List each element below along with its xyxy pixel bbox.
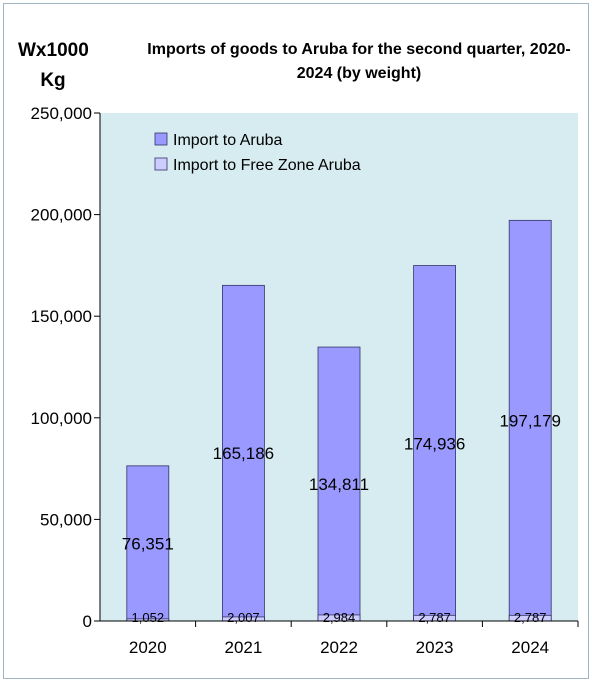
- bar-import-to-aruba: [508, 219, 552, 622]
- data-label-import-to-free-zone: 2,787: [514, 610, 547, 625]
- data-label-import-to-free-zone: 1,052: [132, 610, 165, 625]
- data-label-import-to-aruba: 134,811: [309, 475, 369, 494]
- legend-swatch: [154, 157, 168, 171]
- data-label-import-to-free-zone: 2,007: [227, 610, 260, 625]
- data-label-import-to-aruba: 76,351: [122, 534, 174, 553]
- legend-swatch: [154, 132, 168, 146]
- legend: Import to Aruba Import to Free Zone Aruba: [154, 132, 361, 174]
- x-tick-label: 2024: [511, 638, 549, 657]
- data-label-import-to-aruba: 197,179: [499, 412, 560, 431]
- bar-import-to-aruba: [126, 465, 170, 622]
- y-axis-label: Wx1000 Kg: [18, 40, 89, 91]
- y-tick-label: 150,000: [31, 307, 92, 326]
- legend-label: Import to Aruba: [173, 132, 282, 149]
- x-tick-label: 2021: [224, 638, 262, 657]
- y-tick-label: 50,000: [40, 510, 92, 529]
- bar-import-to-aruba: [221, 284, 265, 622]
- x-tick-label: 2022: [320, 638, 358, 657]
- data-label-import-to-aruba: 174,936: [404, 434, 465, 453]
- chart-title: Imports of goods to Aruba for the second…: [147, 41, 571, 82]
- data-label-import-to-free-zone: 2,787: [418, 610, 451, 625]
- y-tick-label: 250,000: [31, 104, 92, 123]
- data-label-import-to-aruba: 165,186: [213, 444, 274, 463]
- y-tick-label: 200,000: [31, 206, 92, 225]
- legend-label: Import to Free Zone Aruba: [173, 157, 361, 174]
- x-tick-label: 2020: [129, 638, 167, 657]
- x-tick-label: 2023: [416, 638, 454, 657]
- data-label-import-to-free-zone: 2,984: [323, 610, 356, 625]
- y-tick-label: 100,000: [31, 409, 92, 428]
- bar-import-to-aruba: [413, 265, 457, 622]
- y-tick-label: 0: [83, 612, 92, 631]
